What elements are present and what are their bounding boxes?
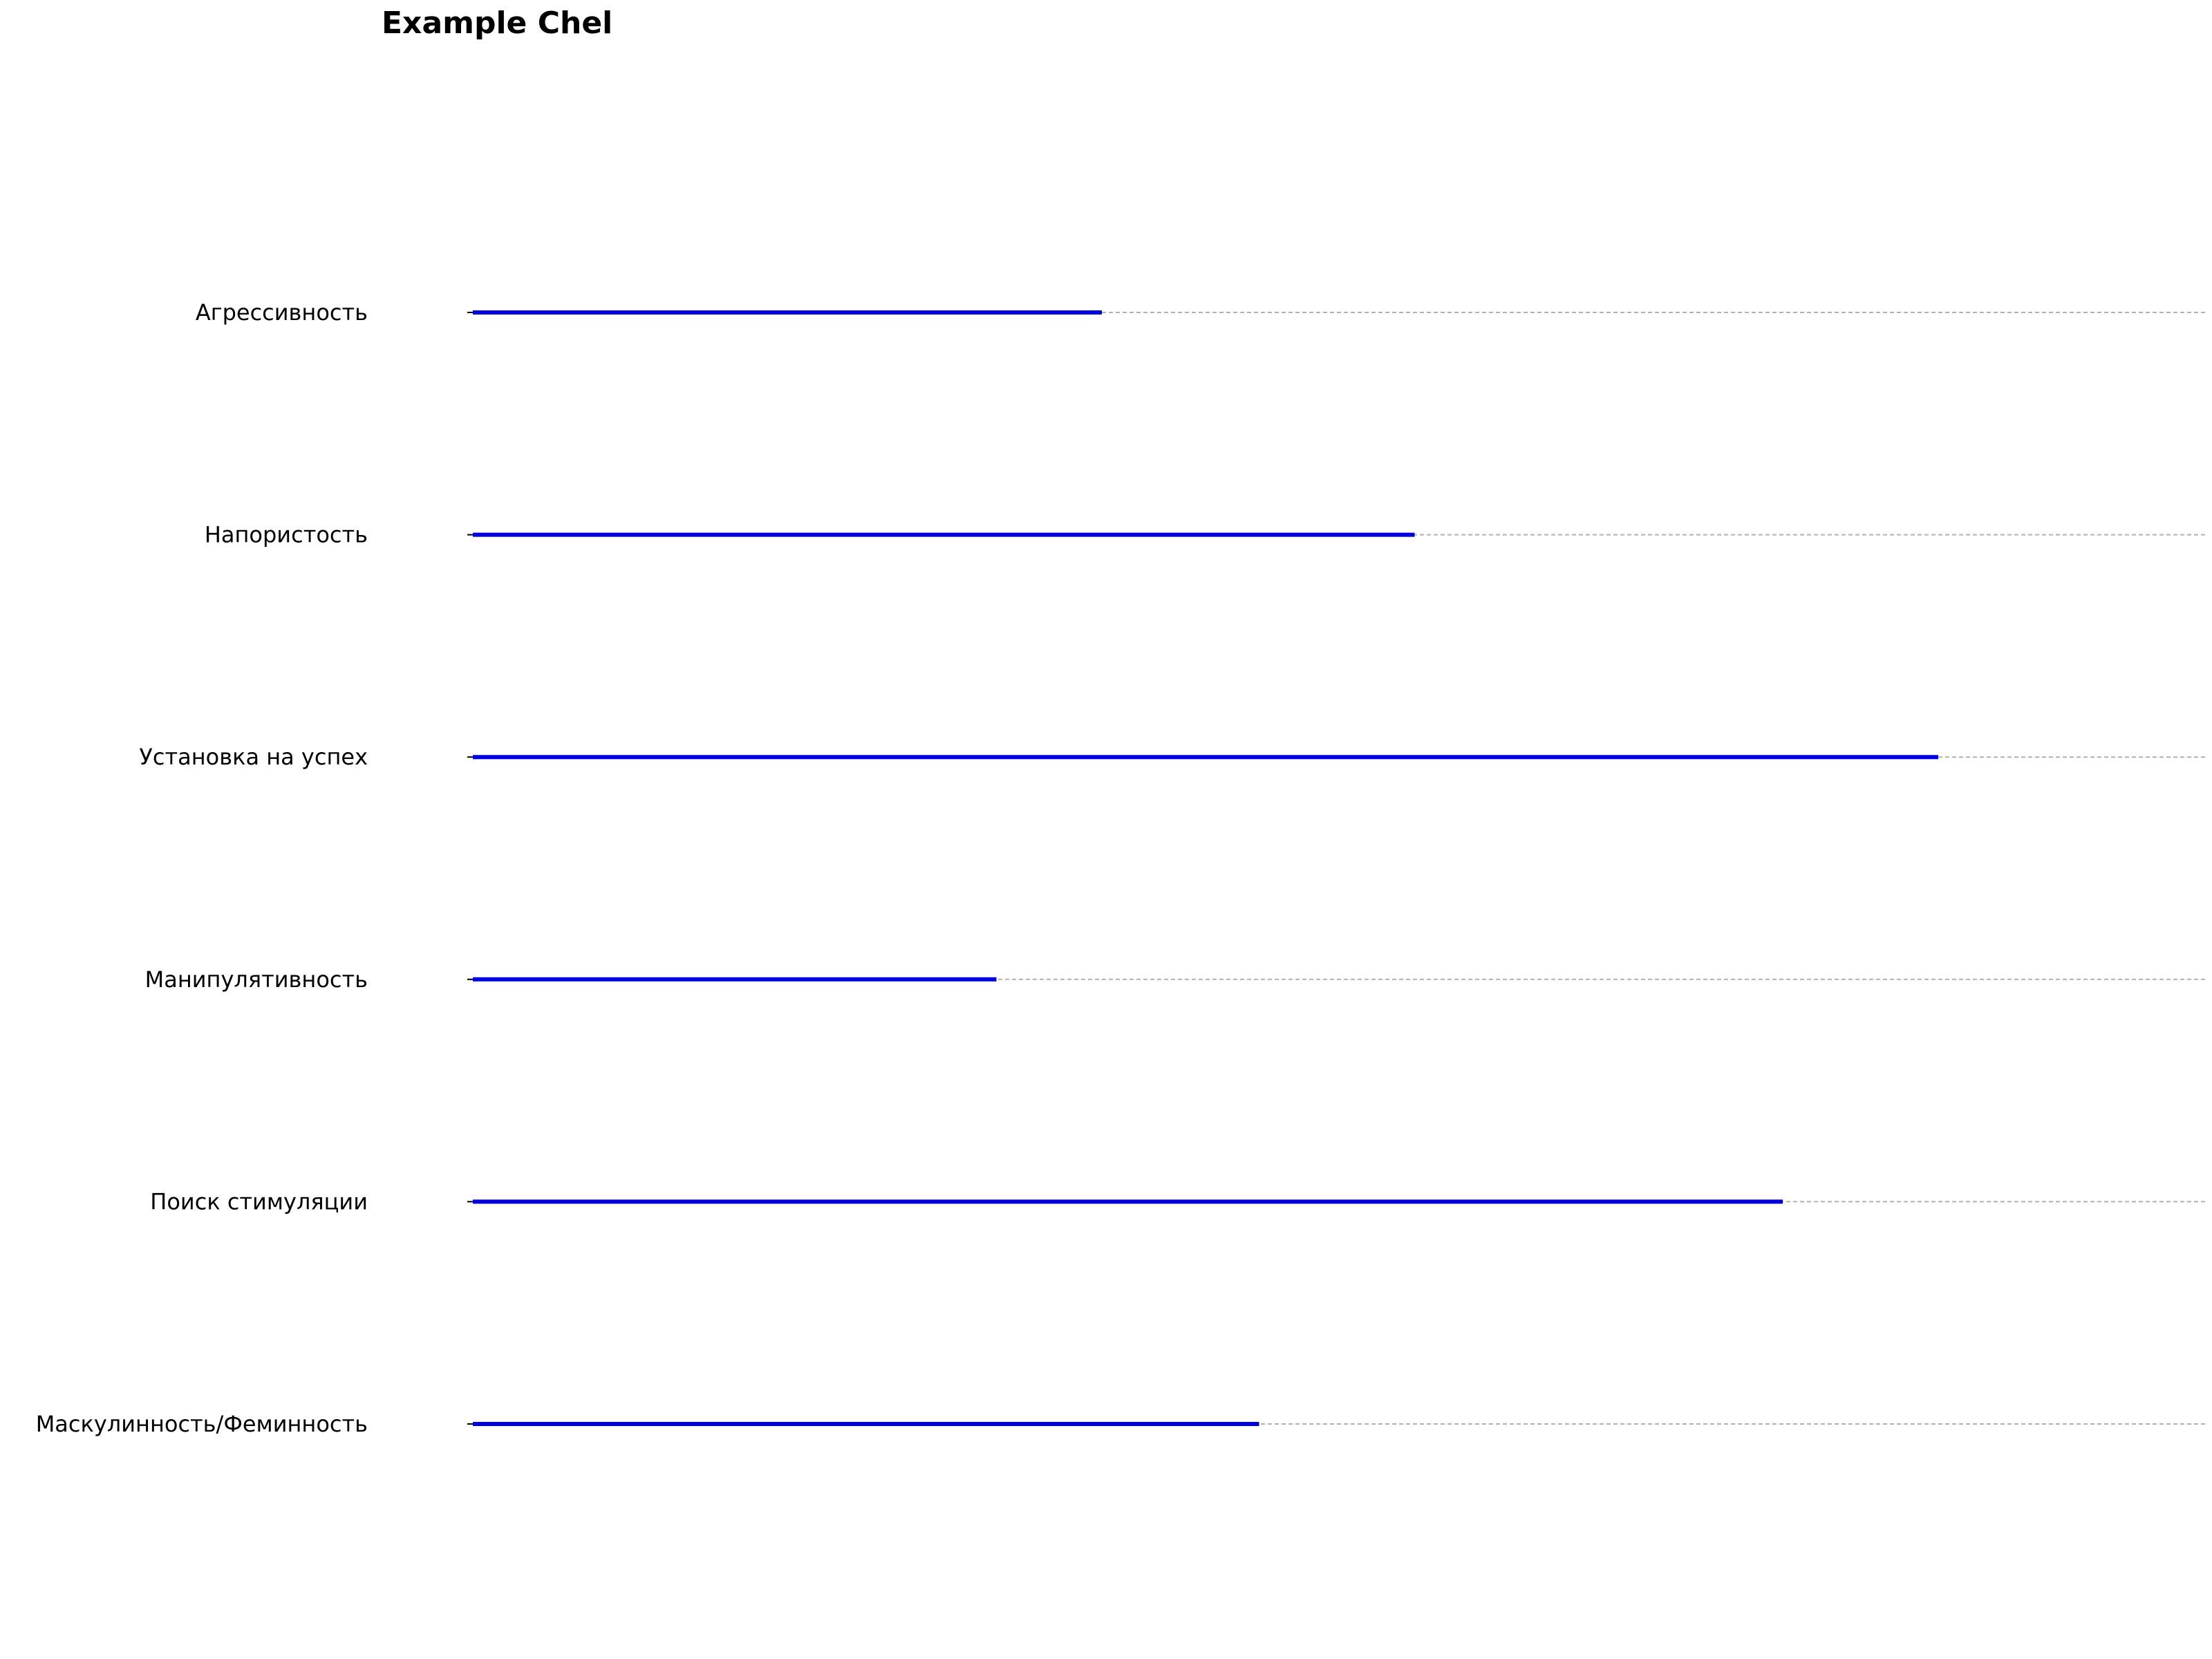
y-tick-label: Маскулинность/Феминность xyxy=(36,1411,368,1437)
grid-layer xyxy=(473,312,2205,1425)
y-tick-label: Напористость xyxy=(205,522,368,548)
y-tick-label: Манипулятивность xyxy=(145,966,368,993)
chart-title: Example Chel xyxy=(382,6,613,41)
y-tick-label: Установка на успех xyxy=(139,744,368,770)
y-tick-label: Поиск стимуляции xyxy=(150,1188,368,1215)
label-layer: Агрессивность Напористость Установка на ус… xyxy=(36,299,368,1437)
y-tick-label: Агрессивность xyxy=(196,299,368,326)
tick-layer xyxy=(467,312,473,1425)
bar-layer xyxy=(473,310,1938,1426)
